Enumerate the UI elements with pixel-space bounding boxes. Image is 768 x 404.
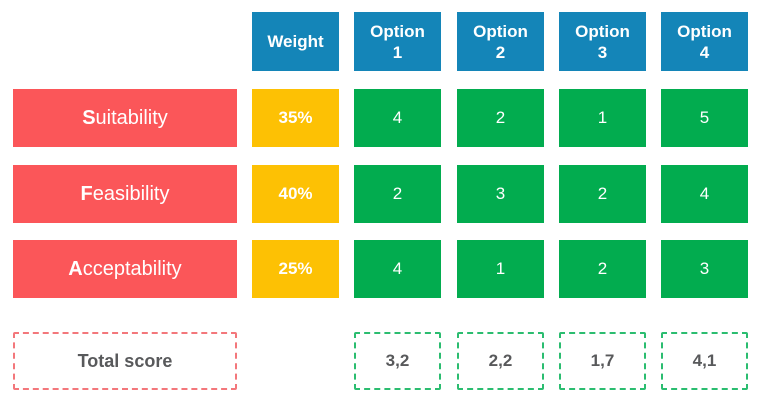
criteria-label-acceptability: Acceptability bbox=[13, 240, 237, 298]
score-cell-suitability-option-1: 4 bbox=[354, 89, 441, 147]
option-3-column-header: Option 3 bbox=[559, 12, 646, 71]
option-4-word: Option bbox=[677, 21, 732, 41]
feasibility-rest: easibility bbox=[92, 182, 170, 205]
score-cell-suitability-option-3: 1 bbox=[559, 89, 646, 147]
suitability-initial: S bbox=[82, 106, 96, 129]
option-1-number: 1 bbox=[392, 42, 403, 62]
option-3-number: 3 bbox=[597, 42, 608, 62]
total-score-option-3: 1,7 bbox=[559, 332, 646, 390]
total-score-option-4: 4,1 bbox=[661, 332, 748, 390]
decision-matrix-table: Weight Option 1 Option 2 Option 3 Option… bbox=[13, 12, 748, 390]
weight-cell-acceptability: 25% bbox=[252, 240, 339, 298]
score-cell-suitability-option-4: 5 bbox=[661, 89, 748, 147]
score-cell-acceptability-option-4: 3 bbox=[661, 240, 748, 298]
score-cell-feasibility-option-3: 2 bbox=[559, 165, 646, 223]
weight-cell-suitability: 35% bbox=[252, 89, 339, 147]
total-score-option-1: 3,2 bbox=[354, 332, 441, 390]
option-3-word: Option bbox=[575, 21, 630, 41]
weight-cell-feasibility: 40% bbox=[252, 165, 339, 223]
acceptability-initial: A bbox=[68, 257, 83, 280]
score-cell-suitability-option-2: 2 bbox=[457, 89, 544, 147]
criteria-label-suitability: Suitability bbox=[13, 89, 237, 147]
total-score-option-2: 2,2 bbox=[457, 332, 544, 390]
option-1-word: Option bbox=[370, 21, 425, 41]
option-2-number: 2 bbox=[495, 42, 506, 62]
criteria-label-feasibility: Feasibility bbox=[13, 165, 237, 223]
score-cell-acceptability-option-1: 4 bbox=[354, 240, 441, 298]
score-cell-feasibility-option-4: 4 bbox=[661, 165, 748, 223]
score-cell-feasibility-option-1: 2 bbox=[354, 165, 441, 223]
option-1-column-header: Option 1 bbox=[354, 12, 441, 71]
option-2-word: Option bbox=[473, 21, 528, 41]
score-cell-acceptability-option-2: 1 bbox=[457, 240, 544, 298]
option-2-column-header: Option 2 bbox=[457, 12, 544, 71]
suitability-rest: uitability bbox=[95, 106, 168, 129]
feasibility-initial: F bbox=[80, 182, 93, 205]
weight-column-header: Weight bbox=[252, 12, 339, 71]
weight-header-label: Weight bbox=[267, 32, 324, 51]
score-cell-feasibility-option-2: 3 bbox=[457, 165, 544, 223]
acceptability-rest: cceptability bbox=[82, 257, 182, 280]
option-4-number: 4 bbox=[699, 42, 710, 62]
total-score-label: Total score bbox=[13, 332, 237, 390]
option-4-column-header: Option 4 bbox=[661, 12, 748, 71]
score-cell-acceptability-option-3: 2 bbox=[559, 240, 646, 298]
